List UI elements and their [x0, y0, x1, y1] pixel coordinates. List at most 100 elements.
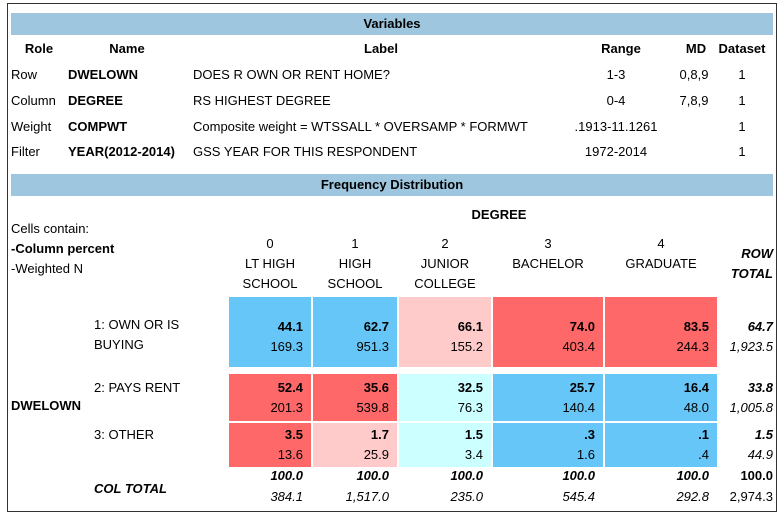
- cell-percent: 62.7: [363, 319, 389, 334]
- column-label: JUNIOR COLLEGE: [414, 256, 476, 291]
- cell: [399, 374, 491, 421]
- variable-cell: 1: [738, 93, 746, 108]
- cell-percent: 35.6: [363, 380, 389, 395]
- col-total-count: 1,517.0: [345, 489, 389, 504]
- row-total-percent: 64.7: [747, 319, 773, 334]
- section-header: Frequency Distribution: [11, 174, 773, 196]
- cell: [399, 423, 491, 467]
- column-label: HIGH SCHOOL: [327, 256, 383, 291]
- grand-total-count: 2,974.3: [729, 489, 773, 504]
- cell: [605, 423, 717, 467]
- col-total-percent: 100.0: [676, 468, 709, 483]
- legend-text: Cells contain:: [11, 221, 90, 236]
- variable-cell: .1913-11.1261: [574, 119, 658, 134]
- variable-cell: 0,8,9: [679, 67, 709, 82]
- cell-count: 155.2: [450, 339, 483, 354]
- variable-cell: DOES R OWN OR RENT HOME?: [193, 67, 390, 82]
- cell: [313, 297, 397, 367]
- cell-count: 201.3: [270, 400, 303, 415]
- variable-name: COMPWT: [68, 119, 128, 134]
- row-label: 1: OWN OR IS BUYING: [94, 317, 180, 352]
- row-total-count: 44.9: [747, 447, 773, 462]
- cell-percent: 3.5: [284, 427, 303, 442]
- column-header: Range: [601, 41, 641, 56]
- variable-cell: 0-4: [606, 93, 626, 108]
- row-label: 3: OTHER: [94, 427, 154, 442]
- col-total-label: COL TOTAL: [94, 481, 167, 496]
- cell-count: 13.6: [277, 447, 303, 462]
- row-label: 2: PAYS RENT: [94, 380, 181, 395]
- cell: [229, 423, 311, 467]
- variable-cell: 1: [738, 67, 746, 82]
- cell-percent: 25.7: [569, 380, 595, 395]
- cell-count: 244.3: [676, 339, 709, 354]
- column-header: Dataset: [718, 41, 766, 56]
- variable-name: DWELOWN: [68, 67, 139, 82]
- cell: [493, 423, 603, 467]
- cell: [229, 374, 311, 421]
- row-total-count: 1,923.5: [729, 339, 773, 354]
- row-total-count: 1,005.8: [729, 400, 773, 415]
- cell-percent: 16.4: [683, 380, 709, 395]
- cell-count: 539.8: [356, 400, 389, 415]
- cell-percent: 1.5: [464, 427, 483, 442]
- cell-count: 951.3: [356, 339, 389, 354]
- variable-cell: 1-3: [606, 67, 626, 82]
- column-header: Name: [109, 41, 145, 56]
- column-code: 2: [441, 236, 449, 251]
- cell-percent: 83.5: [683, 319, 709, 334]
- section-header: Variables: [11, 13, 773, 35]
- legend-text: -Column percent: [11, 241, 115, 256]
- variable-cell: Composite weight = WTSSALL * OVERSAMP * …: [193, 119, 528, 134]
- row-total-percent: 1.5: [754, 427, 773, 442]
- cell-percent: 66.1: [457, 319, 483, 334]
- variable-cell: 1: [738, 119, 746, 134]
- row-total-percent: 33.8: [747, 380, 773, 395]
- col-total-count: 292.8: [676, 489, 709, 504]
- variable-cell: Weight: [11, 119, 52, 134]
- column-code: 0: [266, 236, 274, 251]
- cell-percent: .1: [698, 427, 709, 442]
- cell-count: .4: [698, 447, 709, 462]
- column-label: GRADUATE: [625, 256, 697, 271]
- cell-count: 140.4: [562, 400, 595, 415]
- variable-name: YEAR(2012-2014): [68, 144, 175, 159]
- cell: [313, 423, 397, 467]
- col-total-count: 235.0: [450, 489, 483, 504]
- variable-cell: RS HIGHEST DEGREE: [193, 93, 331, 108]
- cell-count: 169.3: [270, 339, 303, 354]
- column-code: 3: [544, 236, 552, 251]
- column-label: BACHELOR: [512, 256, 584, 271]
- column-header: Label: [364, 41, 398, 56]
- cell: [605, 374, 717, 421]
- col-total-percent: 100.0: [356, 468, 389, 483]
- variable-cell: Filter: [11, 144, 40, 159]
- cell: [493, 297, 603, 367]
- variable-cell: 1972-2014: [584, 144, 648, 159]
- variable-cell: 7,8,9: [679, 93, 709, 108]
- cell: [605, 297, 717, 367]
- col-total-count: 545.4: [562, 489, 595, 504]
- cell-percent: .3: [584, 427, 595, 442]
- cell: [399, 297, 491, 367]
- variable-cell: Column: [11, 93, 56, 108]
- cell-count: 48.0: [683, 400, 709, 415]
- cell-count: 403.4: [562, 339, 595, 354]
- column-code: 1: [351, 236, 359, 251]
- variable-cell: Row: [11, 67, 38, 82]
- cell-percent: 44.1: [277, 319, 303, 334]
- cell: [313, 374, 397, 421]
- cell-count: 1.6: [576, 447, 595, 462]
- variable-cell: 1: [738, 144, 746, 159]
- column-code: 4: [657, 236, 665, 251]
- cell-percent: 32.5: [457, 380, 483, 395]
- col-total-percent: 100.0: [450, 468, 483, 483]
- cell: [229, 297, 311, 367]
- grand-total-percent: 100.0: [740, 468, 773, 483]
- cell-count: 3.4: [464, 447, 483, 462]
- column-label: LT HIGH SCHOOL: [242, 256, 298, 291]
- column-header: Role: [24, 41, 54, 56]
- cell-percent: 74.0: [569, 319, 595, 334]
- variable-cell: GSS YEAR FOR THIS RESPONDENT: [193, 144, 418, 159]
- col-total-count: 384.1: [270, 489, 303, 504]
